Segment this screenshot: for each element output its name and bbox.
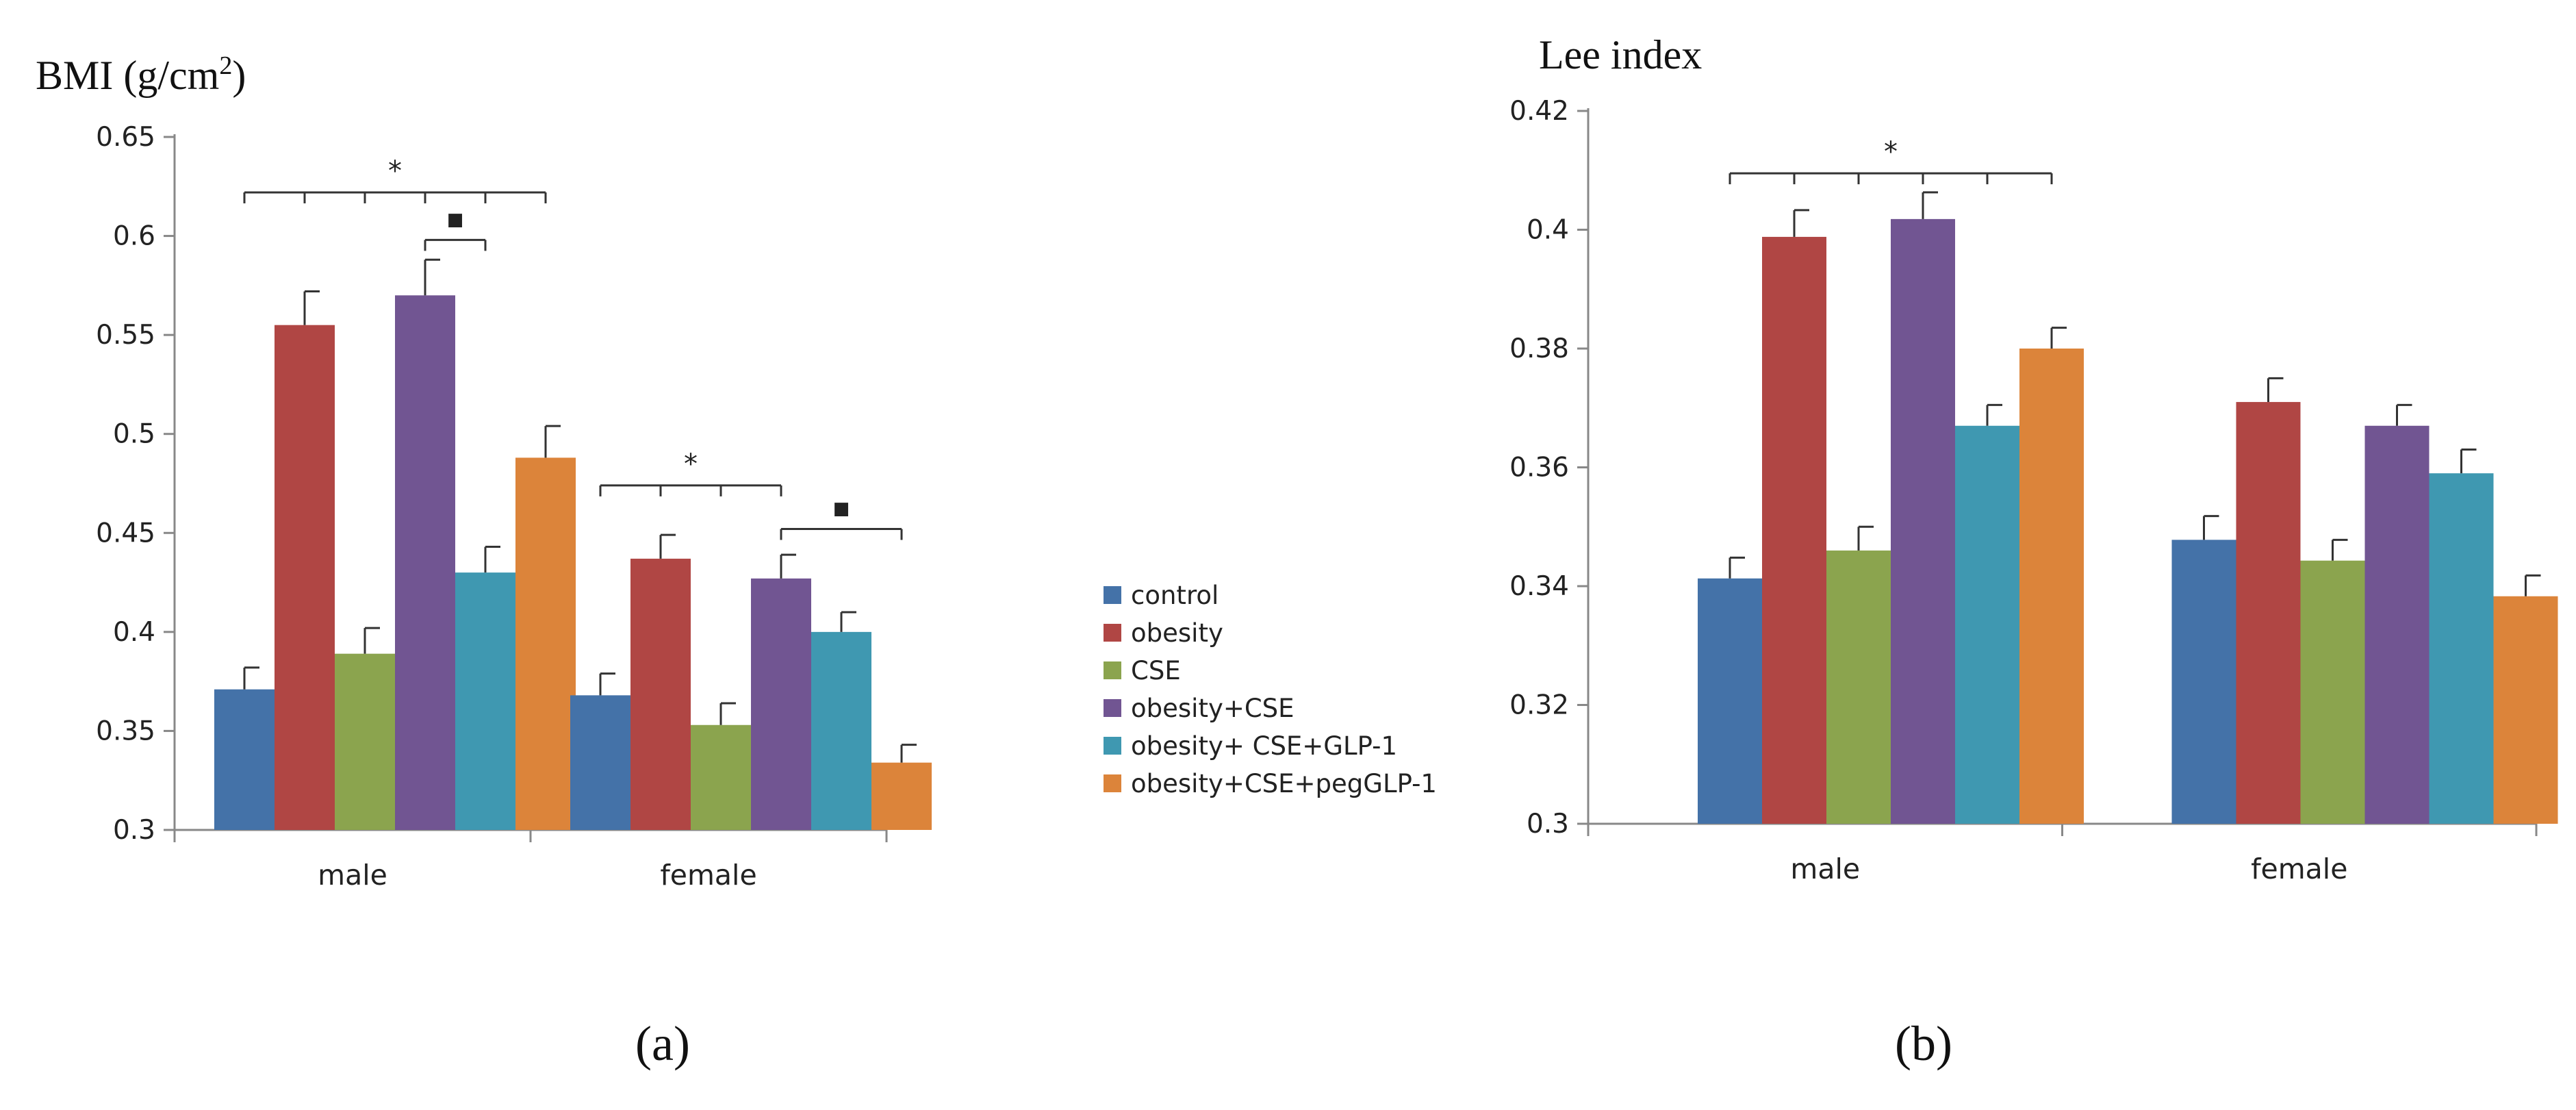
legend-label-5: obesity+CSE+pegGLP-1 (1131, 769, 1437, 798)
bar-female-4 (2429, 473, 2494, 824)
bar-female-2 (691, 724, 751, 830)
category-label: female (2251, 853, 2347, 885)
significance-label: ▪ (832, 492, 850, 524)
bar-female-3 (2364, 425, 2430, 824)
bar-male-0 (1698, 578, 1762, 824)
y-tick-label: 0.32 (1509, 690, 1569, 721)
bar-male-5 (2019, 349, 2084, 824)
y-tick-label: 0.38 (1509, 333, 1569, 364)
significance-label: * (1884, 136, 1898, 168)
legend-label-2: CSE (1131, 656, 1181, 685)
bar-male-4 (455, 572, 515, 830)
legend-swatch-3 (1104, 699, 1121, 717)
bar-female-1 (630, 558, 691, 830)
bar-female-5 (2493, 596, 2558, 824)
legend-swatch-0 (1104, 586, 1121, 604)
bar-female-3 (751, 578, 811, 830)
bar-female-0 (2171, 540, 2236, 824)
chart-b-lee-index: 0.3 0.32 0.34 0.36 0.38 0.4 0.42 Lee index male f… (1509, 32, 2558, 885)
y-tick-label: 0.3 (113, 815, 155, 846)
bar-female-1 (2236, 402, 2301, 824)
bar-female-2 (2300, 560, 2365, 824)
y-tick-label: 0.34 (1509, 571, 1569, 602)
bar-male-2 (1826, 550, 1891, 824)
chart-a-bmi: 0.3 0.35 0.4 0.45 0.5 0.55 0.6 0.65 BMI (g/cm2) m… (36, 51, 932, 892)
y-tick-label: 0.65 (96, 122, 155, 153)
bar-male-3 (1891, 218, 1955, 824)
y-axis-title: BMI (g/cm2) (36, 51, 246, 98)
y-tick-label: 0.36 (1509, 453, 1569, 483)
bar-male-5 (515, 457, 576, 830)
y-tick-label: 0.55 (96, 320, 155, 351)
legend-label-1: obesity (1131, 618, 1223, 648)
legend-label-3: obesity+CSE (1131, 694, 1295, 723)
y-tick-label: 0.4 (113, 617, 155, 648)
panel-label-b: (b) (1895, 1016, 1952, 1071)
y-axis-title: Lee index (1539, 32, 1702, 77)
legend-label-0: control (1131, 581, 1219, 610)
significance-label: ▪ (446, 203, 464, 234)
y-tick-label: 0.4 (1527, 215, 1569, 246)
bar-male-4 (1955, 425, 2019, 824)
legend-swatch-1 (1104, 624, 1121, 642)
bar-male-0 (214, 689, 275, 830)
category-label: male (1790, 853, 1860, 885)
category-label: male (318, 859, 387, 892)
bar-male-1 (1762, 236, 1826, 824)
bar-female-5 (871, 762, 932, 830)
y-tick-label: 0.6 (113, 221, 155, 252)
bar-male-2 (335, 653, 395, 830)
legend-label-4: obesity+ CSE+GLP-1 (1131, 731, 1397, 761)
y-tick-label: 0.5 (113, 419, 155, 450)
legend: control obesity CSE obesity+CSE obesity+ CSE… (1104, 581, 1437, 798)
category-label: female (660, 859, 756, 892)
legend-swatch-2 (1104, 661, 1121, 679)
y-tick-label: 0.35 (96, 716, 155, 746)
bar-female-0 (570, 695, 630, 830)
bar-female-4 (811, 631, 871, 830)
significance-label: * (388, 155, 402, 187)
significance-label: * (684, 449, 698, 480)
bar-male-1 (275, 325, 335, 831)
bar-male-3 (395, 295, 455, 830)
y-tick-label: 0.45 (96, 518, 155, 548)
legend-swatch-5 (1104, 774, 1121, 792)
y-tick-label: 0.3 (1527, 809, 1569, 840)
panel-label-a: (a) (635, 1016, 690, 1071)
legend-swatch-4 (1104, 737, 1121, 755)
y-tick-label: 0.42 (1509, 96, 1569, 127)
